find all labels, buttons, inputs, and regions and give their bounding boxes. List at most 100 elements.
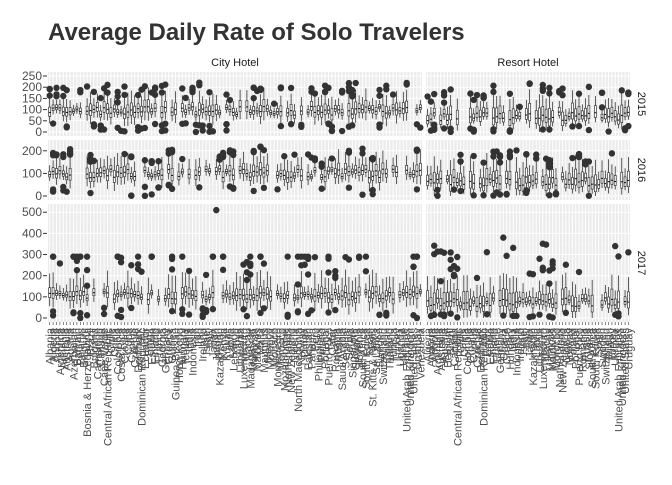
outlier-point — [100, 126, 108, 133]
x-tick-label: Kenya — [218, 327, 230, 359]
boxplot-category — [345, 147, 353, 191]
box-iqr — [580, 171, 584, 187]
y-tick-label: 0 — [35, 125, 42, 139]
boxplot-category — [580, 158, 584, 193]
outlier-point — [625, 89, 632, 97]
boxplot-category — [289, 161, 293, 189]
x-tick-label: Switzerland — [600, 328, 612, 385]
outlier-point — [332, 274, 339, 282]
x-tick-label: Mauritius — [259, 328, 271, 373]
boxplot-category — [298, 97, 305, 131]
box-iqr — [571, 177, 574, 190]
x-tick-label: Senegal — [341, 328, 353, 368]
boxplot-category — [446, 106, 449, 129]
boxplot-category — [613, 102, 617, 126]
box-iqr — [265, 164, 269, 176]
box-iqr — [498, 105, 502, 119]
box-iqr — [544, 174, 548, 192]
boxplot-category — [539, 81, 547, 133]
x-tick-label: India — [508, 327, 520, 352]
box-iqr — [525, 167, 528, 184]
boxplot-category — [225, 280, 228, 303]
box-iqr — [116, 165, 120, 178]
boxplot-category — [327, 158, 330, 180]
box-iqr — [564, 287, 568, 305]
boxplot-category — [569, 90, 576, 130]
boxplot-category — [338, 87, 346, 135]
y-tick-label: 200 — [22, 80, 42, 94]
boxplot-category — [623, 168, 627, 191]
box-iqr — [604, 292, 607, 302]
outlier-point — [318, 163, 325, 170]
boxplot-category — [355, 253, 363, 304]
x-tick-label: Egypt — [143, 328, 155, 356]
boxplot-category — [128, 153, 135, 199]
box-iqr — [95, 102, 99, 112]
box-iqr — [580, 294, 584, 302]
x-tick-label: Netherlands — [283, 328, 295, 388]
x-tick-label: Bulgaria — [89, 327, 101, 368]
outlier-point — [325, 253, 332, 260]
boxplot-category — [495, 96, 499, 129]
x-tick-label: Brazil — [446, 328, 458, 356]
outlier-point — [162, 120, 169, 127]
boxplot-category — [446, 170, 449, 185]
box-iqr — [449, 174, 452, 192]
x-tick-label: Kazakhstan — [528, 328, 540, 385]
x-tick-label: Israel — [201, 328, 213, 355]
boxplot-category — [620, 157, 624, 195]
box-iqr — [374, 164, 378, 176]
outlier-point — [529, 313, 537, 320]
box-iqr — [528, 175, 531, 188]
x-tick-label: South Africa — [587, 327, 599, 387]
box-iqr — [361, 164, 364, 175]
outlier-point — [338, 127, 346, 135]
box-iqr — [412, 285, 415, 297]
boxplot-category — [405, 155, 409, 181]
box-iqr — [617, 290, 620, 309]
boxplot-category — [364, 88, 368, 121]
boxplot-category — [226, 96, 234, 116]
box-iqr — [395, 102, 398, 116]
box-iqr — [327, 292, 330, 303]
box-iqr — [143, 99, 147, 113]
outlier-point — [470, 96, 477, 104]
outlier-point — [185, 267, 193, 275]
box-iqr — [534, 171, 538, 185]
x-tick-label: Cuba — [123, 327, 135, 354]
boxplot-category — [223, 91, 230, 134]
box-iqr — [426, 290, 429, 307]
boxplot-category — [536, 255, 543, 318]
outlier-point — [298, 123, 305, 131]
boxplot-category — [214, 94, 218, 122]
outlier-point — [60, 183, 67, 191]
boxplot-category — [488, 166, 492, 186]
boxplot-category — [49, 253, 57, 319]
boxplot-category — [462, 275, 466, 318]
outlier-point — [546, 84, 553, 92]
outlier-point — [284, 253, 291, 260]
box-iqr — [577, 300, 581, 309]
box-iqr — [446, 292, 449, 308]
boxplot-category — [561, 166, 564, 183]
box-iqr — [381, 292, 385, 304]
boxplot-category — [262, 87, 266, 121]
x-tick-label: Cyprus — [469, 328, 481, 363]
x-tick-label: Norway — [296, 328, 308, 366]
box-iqr — [347, 103, 351, 117]
box-iqr — [541, 106, 545, 122]
outlier-point — [454, 314, 461, 321]
boxplot-category — [208, 287, 211, 304]
boxplot-category — [174, 275, 177, 314]
box-iqr — [405, 165, 409, 175]
box-iqr — [129, 288, 133, 298]
x-tick-label: Thailand — [385, 328, 397, 370]
outlier-point — [328, 123, 336, 130]
box-iqr — [610, 173, 614, 185]
x-tick-label: Spain — [594, 328, 606, 356]
boxplot-category — [391, 276, 395, 314]
box-iqr — [313, 289, 317, 302]
outlier-point — [250, 187, 257, 195]
outlier-point — [483, 248, 491, 256]
boxplot-category — [325, 253, 332, 316]
